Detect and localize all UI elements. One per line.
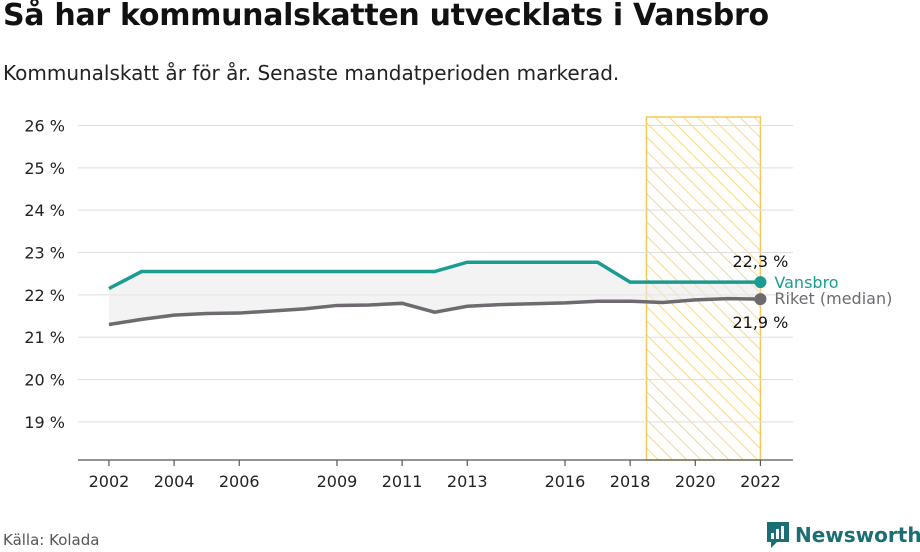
newsworthy-logo[interactable]: Newsworthy xyxy=(765,520,920,550)
newsworthy-logo-icon xyxy=(767,522,789,548)
vansbro-series-name-label: Vansbro xyxy=(774,273,838,292)
y-tick-label: 25 % xyxy=(24,159,65,178)
riket-end-point xyxy=(754,293,767,306)
x-tick-label: 2020 xyxy=(675,472,716,491)
vansbro-end-point xyxy=(754,276,767,289)
y-tick-label: 21 % xyxy=(24,328,65,347)
x-tick-label: 2004 xyxy=(154,472,195,491)
riket-series-name-label: Riket (median) xyxy=(774,289,892,308)
y-tick-label: 23 % xyxy=(24,244,65,263)
page-subtitle: Kommunalskatt år för år. Senaste mandatp… xyxy=(3,61,620,85)
y-tick-label: 22 % xyxy=(24,286,65,305)
x-tick-label: 2018 xyxy=(610,472,651,491)
x-tick-label: 2016 xyxy=(545,472,586,491)
y-tick-label: 19 % xyxy=(24,413,65,432)
y-tick-label: 20 % xyxy=(24,371,65,390)
x-tick-label: 2011 xyxy=(382,472,423,491)
gap-band-area xyxy=(108,262,761,325)
y-tick-label: 24 % xyxy=(24,201,65,220)
y-tick-label: 26 % xyxy=(24,116,65,135)
x-tick-label: 2022 xyxy=(740,472,781,491)
riket-end-value-label: 21,9 % xyxy=(732,313,788,332)
x-tick-label: 2006 xyxy=(219,472,260,491)
page-title: Så har kommunalskatten utvecklats i Vans… xyxy=(3,0,769,33)
brand-name: Newsworthy xyxy=(795,523,920,547)
x-tick-label: 2002 xyxy=(89,472,130,491)
vansbro-end-value-label: 22,3 % xyxy=(732,252,788,271)
vansbro-series-line xyxy=(108,260,761,291)
source-label: Källa: Kolada xyxy=(3,531,100,549)
x-tick-label: 2009 xyxy=(317,472,358,491)
riket-series-line xyxy=(108,296,761,327)
x-tick-label: 2013 xyxy=(447,472,488,491)
